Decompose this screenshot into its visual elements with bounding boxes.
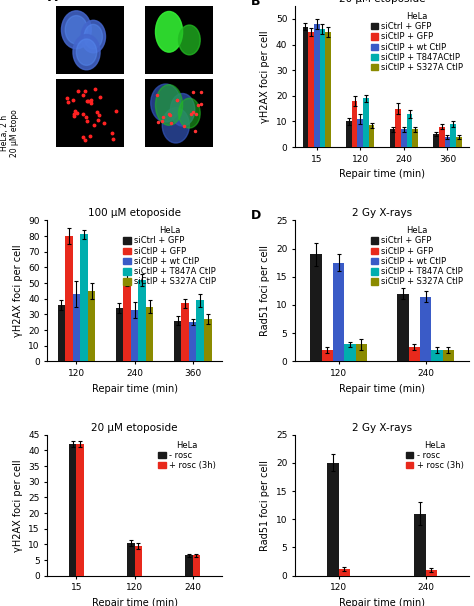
Bar: [185, 555, 192, 576]
Title: 2 Gy X-rays: 2 Gy X-rays: [352, 208, 412, 218]
Title: 2 Gy X-rays: 2 Gy X-rays: [352, 422, 412, 433]
Bar: [189, 322, 196, 361]
Bar: [308, 32, 314, 147]
Bar: [319, 29, 325, 147]
Bar: [456, 137, 462, 147]
X-axis label: Repair time (min): Repair time (min): [339, 384, 425, 393]
Bar: [344, 344, 356, 361]
Ellipse shape: [84, 24, 102, 48]
Bar: [414, 514, 426, 576]
Title: 20 μM etoposide: 20 μM etoposide: [339, 0, 425, 4]
Ellipse shape: [151, 84, 181, 122]
Y-axis label: γH2AX foci per cell: γH2AX foci per cell: [13, 245, 23, 337]
Bar: [352, 101, 357, 147]
Y-axis label: γH2AX foci per cell: γH2AX foci per cell: [260, 30, 270, 123]
Legend: - rosc, + rosc (3h): - rosc, + rosc (3h): [156, 439, 218, 471]
Bar: [131, 310, 138, 361]
Bar: [369, 125, 374, 147]
Bar: [192, 555, 200, 576]
Bar: [390, 129, 395, 147]
Bar: [196, 301, 204, 361]
Bar: [310, 255, 321, 361]
Bar: [76, 444, 84, 576]
Bar: [346, 121, 352, 147]
Bar: [69, 444, 76, 576]
Title: 100 μM etoposide: 100 μM etoposide: [88, 208, 181, 218]
Bar: [123, 280, 131, 361]
Bar: [433, 135, 439, 147]
Bar: [439, 127, 445, 147]
Ellipse shape: [62, 11, 91, 48]
Bar: [204, 319, 211, 361]
Title: GFP: GFP: [171, 0, 188, 5]
Bar: [338, 569, 350, 576]
Bar: [412, 129, 418, 147]
Ellipse shape: [65, 16, 88, 44]
Text: A: A: [48, 0, 57, 4]
Bar: [116, 308, 123, 361]
Ellipse shape: [179, 98, 200, 128]
Ellipse shape: [81, 20, 106, 53]
Bar: [363, 98, 369, 147]
Bar: [88, 291, 95, 361]
Bar: [80, 235, 88, 361]
Legend: siCtrl + GFP, siCtIP + GFP, siCtIP + wt CtIP, siCtIP + T847ACtIP, siCtIP + S327A: siCtrl + GFP, siCtIP + GFP, siCtIP + wt …: [369, 10, 465, 74]
Bar: [409, 347, 420, 361]
Bar: [445, 137, 450, 147]
Bar: [73, 294, 80, 361]
Ellipse shape: [73, 35, 100, 70]
Legend: - rosc, + rosc (3h): - rosc, + rosc (3h): [404, 439, 465, 471]
Bar: [357, 119, 363, 147]
Ellipse shape: [155, 85, 182, 125]
Ellipse shape: [162, 108, 190, 143]
Ellipse shape: [155, 12, 182, 52]
Bar: [65, 236, 73, 361]
Bar: [450, 124, 456, 147]
Bar: [135, 546, 142, 576]
Bar: [146, 307, 154, 361]
Bar: [127, 543, 135, 576]
Bar: [138, 280, 146, 361]
X-axis label: Repair time (min): Repair time (min): [91, 384, 178, 393]
X-axis label: Repair time (min): Repair time (min): [339, 169, 425, 179]
Legend: siCtrl + GFP, siCtIP + GFP, siCtIP + wt CtIP, siCtIP + T847A CtIP, siCtIP + S327: siCtrl + GFP, siCtIP + GFP, siCtIP + wt …: [121, 225, 218, 288]
Text: B: B: [251, 0, 261, 8]
Bar: [401, 129, 407, 147]
Bar: [333, 262, 344, 361]
Text: HeLa, 2 h
20 μM etopo: HeLa, 2 h 20 μM etopo: [0, 110, 19, 157]
Bar: [321, 350, 333, 361]
Bar: [174, 321, 182, 361]
Bar: [420, 296, 431, 361]
Ellipse shape: [76, 39, 97, 65]
Bar: [356, 344, 367, 361]
X-axis label: Repair time (min): Repair time (min): [91, 598, 178, 606]
Legend: siCtrl + GFP, siCtIP + GFP, siCtIP + wt CtIP, siCtIP + T847A CtIP, siCtIP + S327: siCtrl + GFP, siCtIP + GFP, siCtIP + wt …: [369, 225, 465, 288]
Y-axis label: γH2AX foci per cell: γH2AX foci per cell: [13, 459, 23, 551]
Bar: [431, 350, 443, 361]
Bar: [426, 570, 437, 576]
Bar: [397, 294, 409, 361]
Bar: [407, 114, 412, 147]
Title: DAPI: DAPI: [80, 0, 100, 5]
X-axis label: Repair time (min): Repair time (min): [339, 598, 425, 606]
Bar: [327, 463, 338, 576]
X-axis label: merge: merge: [164, 148, 194, 158]
Bar: [395, 108, 401, 147]
Bar: [314, 24, 319, 147]
Ellipse shape: [179, 25, 200, 55]
Ellipse shape: [170, 93, 195, 126]
Bar: [325, 32, 331, 147]
Y-axis label: Rad51 foci per cell: Rad51 foci per cell: [260, 245, 270, 336]
Bar: [302, 27, 308, 147]
X-axis label: γH2AX: γH2AX: [75, 148, 105, 158]
Title: 20 μM etoposide: 20 μM etoposide: [91, 422, 178, 433]
Bar: [443, 350, 454, 361]
Y-axis label: Rad51 foci per cell: Rad51 foci per cell: [260, 460, 270, 551]
Bar: [57, 305, 65, 361]
Text: D: D: [251, 209, 262, 222]
Bar: [182, 304, 189, 361]
